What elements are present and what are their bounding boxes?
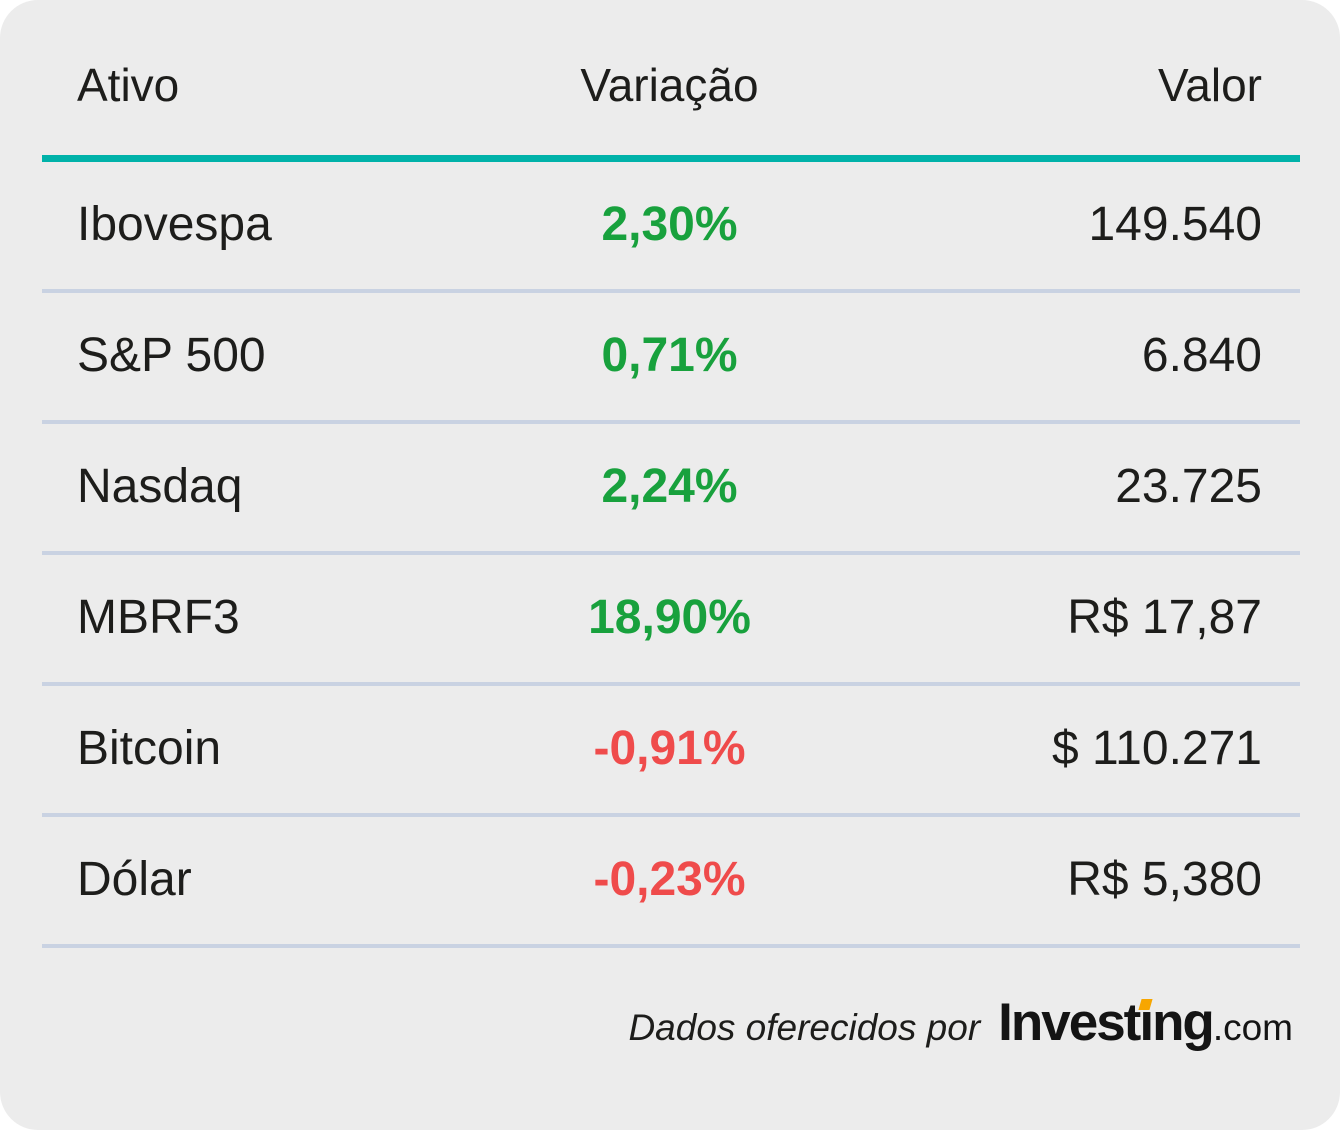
asset-name: Bitcoin [77,722,222,776]
asset-value: R$ 17,87 [1067,591,1262,645]
asset-table-body: Ibovespa 2,30% 149.540 S&P 500 0,71% 6.8… [42,162,1300,948]
table-row: Ibovespa 2,30% 149.540 [42,162,1300,293]
asset-value: R$ 5,380 [1067,853,1262,907]
logo-orange-tittle-i: ı [1139,993,1154,1052]
asset-value: 149.540 [1088,198,1262,252]
column-header-change: Variação [580,59,759,112]
logo-tld: .com [1212,1007,1293,1048]
asset-change: 18,90% [588,591,751,645]
column-header-value: Valor [1158,59,1262,112]
logo-part-prefix: Invest [998,993,1141,1052]
asset-value: 6.840 [1141,329,1262,383]
attribution-footer: Dados oferecidos por Investıng.com [0,948,1340,1053]
investing-logo: Investıng.com [998,992,1293,1053]
asset-change: 0,71% [601,329,738,383]
asset-change: -0,23% [593,853,746,907]
asset-name: Dólar [77,853,192,907]
table-row: MBRF3 18,90% R$ 17,87 [42,555,1300,686]
table-row: Nasdaq 2,24% 23.725 [42,424,1300,555]
table-row: Dólar -0,23% R$ 5,380 [42,817,1300,948]
attribution-text: Dados oferecidos por [628,1007,981,1048]
asset-value: 23.725 [1115,460,1262,514]
investing-logo-wordmark: Investıng [998,993,1215,1052]
column-header-asset: Ativo [77,59,180,112]
logo-part-suffix: ng [1152,993,1215,1052]
asset-table: Ativo Variação Valor Ibovespa 2,30% 149.… [42,0,1300,948]
asset-name: S&P 500 [77,329,266,383]
asset-name: MBRF3 [77,591,240,645]
header-accent-rule [42,155,1300,162]
table-row: S&P 500 0,71% 6.840 [42,293,1300,424]
table-row: Bitcoin -0,91% $ 110.271 [42,686,1300,817]
asset-change: 2,30% [601,198,738,252]
asset-name: Ibovespa [77,198,272,252]
asset-change: -0,91% [593,722,746,776]
asset-value: $ 110.271 [1052,722,1262,776]
asset-name: Nasdaq [77,460,243,514]
asset-change: 2,24% [601,460,738,514]
table-header-row: Ativo Variação Valor [42,0,1300,155]
